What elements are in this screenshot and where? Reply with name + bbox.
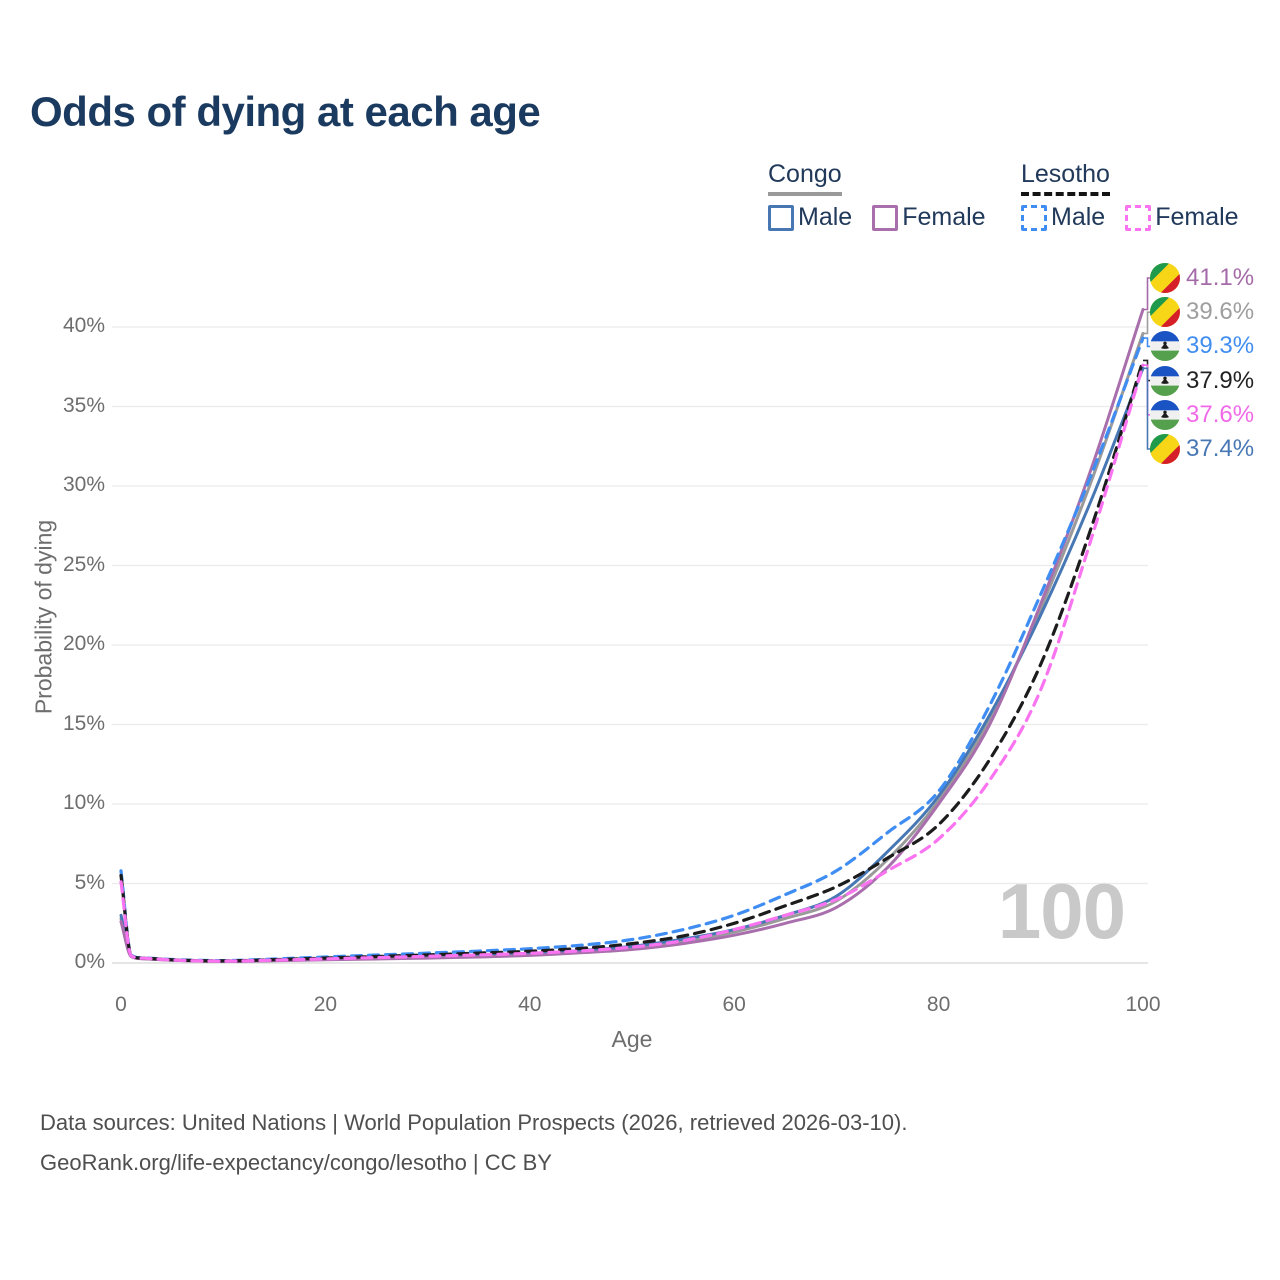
end-label-connector-congo-both (1143, 311, 1151, 335)
footer-sources: Data sources: United Nations | World Pop… (40, 1110, 908, 1135)
y-tick-35: 35% (62, 393, 105, 417)
y-tick-30: 30% (62, 473, 105, 496)
end-label-congo-female: 41.1% (1150, 261, 1254, 295)
end-label-value: 39.3% (1186, 332, 1255, 360)
y-axis-title: Probability of dying (30, 519, 57, 715)
congo-flag-icon (1150, 263, 1180, 293)
legend-group-congo: Congo (768, 160, 842, 196)
legend-item-congo-male[interactable]: Male (768, 203, 852, 232)
legend-label-congo-female: Female (902, 203, 986, 231)
legend-item-lesotho-female[interactable]: Female (1125, 203, 1239, 232)
lesotho-flag-icon (1150, 399, 1180, 430)
legend-row-lesotho: Male Female (1021, 203, 1259, 232)
x-tick-0: 0 (115, 993, 127, 1016)
end-label-lesotho-female: 37.6% (1150, 398, 1254, 432)
end-label-value: 37.9% (1186, 366, 1255, 394)
end-label-value: 39.6% (1186, 298, 1255, 326)
end-label-lesotho-male: 39.3% (1150, 329, 1254, 363)
x-tick-20: 20 (313, 993, 338, 1016)
x-tick-60: 60 (722, 993, 746, 1016)
y-tick-25: 25% (62, 552, 105, 576)
y-tick-0: 0% (74, 950, 105, 973)
y-tick-5: 5% (74, 870, 105, 894)
legend-item-congo-female[interactable]: Female (872, 203, 986, 232)
footer-link: GeoRank.org/life-expectancy/congo/lesoth… (40, 1150, 552, 1175)
lesotho-flag-icon (1150, 365, 1180, 396)
lesotho-male-swatch-icon (1021, 204, 1047, 231)
end-label-connector-congo-female (1143, 277, 1151, 311)
legend-congo-header[interactable]: Congo (768, 160, 842, 196)
congo-female-swatch-icon (872, 204, 899, 231)
legend-group-lesotho: Lesotho (1021, 160, 1110, 196)
y-tick-40: 40% (62, 314, 105, 337)
age-watermark: 100 (997, 867, 1126, 955)
y-tick-20: 20% (62, 632, 105, 655)
x-tick-40: 40 (518, 993, 542, 1016)
legend-item-lesotho-male[interactable]: Male (1021, 203, 1105, 232)
chart-line-congo-both[interactable] (119, 331, 1145, 963)
legend-row-congo: Male Female (768, 203, 1006, 232)
congo-flag-icon (1150, 297, 1180, 328)
x-axis-title: Age (611, 1026, 653, 1052)
chart-line-lesotho-male[interactable] (119, 336, 1145, 963)
lesotho-female-swatch-icon (1125, 204, 1152, 231)
congo-male-swatch-icon (768, 204, 794, 231)
legend-label-lesotho-female: Female (1155, 203, 1239, 231)
y-tick-10: 10% (62, 791, 105, 814)
end-label-value: 37.4% (1186, 435, 1255, 462)
x-tick-80: 80 (926, 993, 951, 1016)
y-tick-15: 15% (62, 711, 105, 735)
chart-line-lesotho-both[interactable] (119, 358, 1145, 963)
end-label-connector-congo-male (1143, 367, 1151, 450)
legend-lesotho-header[interactable]: Lesotho (1021, 160, 1110, 196)
end-label-value: 41.1% (1186, 264, 1255, 291)
end-label-connector-lesotho-male (1143, 337, 1151, 348)
lesotho-flag-icon (1150, 331, 1180, 362)
legend-label-congo-male: Male (798, 203, 853, 231)
end-label-congo-male: 37.4% (1150, 432, 1254, 466)
congo-flag-icon (1150, 434, 1180, 464)
end-label-congo-both: 39.6% (1150, 295, 1254, 329)
end-label-lesotho-both: 37.9% (1150, 364, 1254, 398)
x-tick-100: 100 (1125, 993, 1161, 1016)
chart-line-congo-female[interactable] (119, 308, 1145, 963)
legend-label-lesotho-male: Male (1051, 203, 1106, 231)
page-title: Odds of dying at each age (30, 88, 541, 135)
chart-line-lesotho-female[interactable] (119, 363, 1145, 963)
end-label-value: 37.6% (1186, 400, 1255, 428)
